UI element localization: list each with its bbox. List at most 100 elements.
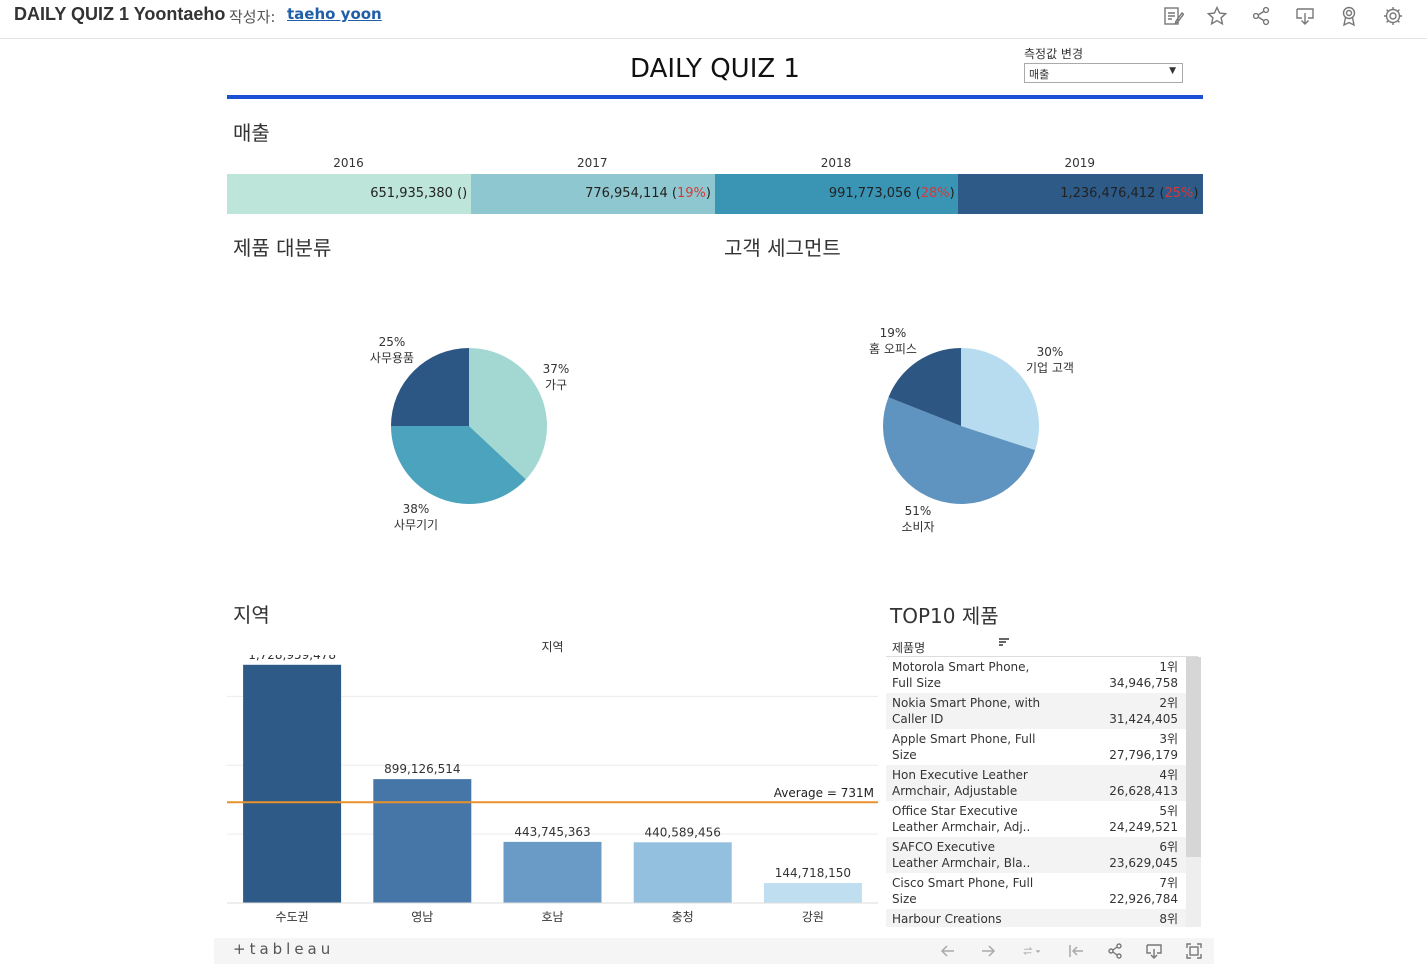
category-tick-label: 영남 [411,910,433,924]
pie-pct: 19% [879,326,907,340]
top10-row[interactable]: Harbour Creations 8위 [886,909,1186,927]
pie-pct: 38% [402,502,430,516]
top10-section-title: TOP10 제품 [890,604,999,628]
pie-slice[interactable] [961,348,1039,451]
top10-list: Motorola Smart Phone, Full Size 1위 34,946,… [886,657,1186,927]
workbook-header [0,0,1427,39]
product-name: Office Star Executive Leather Armchair, … [892,804,1031,834]
bar-value-label: 1,728,959,478 [248,655,336,662]
pie-slice[interactable] [391,426,526,505]
bar[interactable] [373,779,472,903]
bar-value-label: 443,745,363 [514,825,590,839]
badge-icon[interactable] [1336,4,1362,28]
product-rank: 3위 [1159,732,1178,746]
product-name: Harbour Creations [892,912,1002,926]
star-icon[interactable] [1204,4,1230,28]
product-rank: 8위 [1159,912,1178,926]
product-sales: 26,628,413 [1109,784,1178,798]
pie-name: 기업 고객 [1026,361,1074,375]
tableau-logo: +tableau [233,940,335,958]
undo-icon[interactable] [936,940,960,962]
year-sales-value: 776,954,114 ( [585,186,678,201]
segment-pie-chart [883,348,1039,505]
pie-slice[interactable] [469,348,547,480]
pie-name: 가구 [544,378,568,392]
download-icon[interactable] [1142,940,1166,962]
top10-row[interactable]: Motorola Smart Phone, Full Size 1위 34,946,… [886,657,1186,693]
year-sales-value: 991,773,056 ( [828,186,921,201]
category-pie-chart [391,348,547,505]
product-sales: 23,629,045 [1109,856,1178,870]
revert-all-icon[interactable] [1064,940,1088,962]
measure-dropdown[interactable]: 매출 ▼ [1024,63,1183,83]
revert-menu-icon[interactable] [1012,940,1052,962]
redo-icon[interactable] [976,940,1000,962]
year-sales-value: 651,935,380 ( [370,186,463,201]
bar[interactable] [243,664,342,903]
year-sales-cell[interactable]: 776,954,114 (19%) [470,174,715,214]
pie-slice[interactable] [391,348,469,426]
bar-value-label: 899,126,514 [384,762,460,776]
segment-label-home-office: 19% 홈 오피스 [864,325,922,357]
region-chart-title: 지역 [541,640,564,654]
segment-section-title: 고객 세그먼트 [724,236,841,260]
pie-pct: 30% [1036,345,1064,359]
product-rank: 6위 [1159,840,1178,854]
measure-label: 측정값 변경 [1024,47,1084,61]
measure-selected-value: 매출 [1029,68,1050,81]
year-growth-pct: 28% [920,186,950,201]
top10-row[interactable]: Office Star Executive Leather Armchair, … [886,801,1186,837]
category-tick-label: 강원 [802,910,824,924]
pie-name: 사무기기 [393,518,439,532]
workbook-title: DAILY QUIZ 1 Yoontaeho [14,4,226,24]
top10-row[interactable]: SAFCO Executive Leather Armchair, Bla.. 6… [886,837,1186,873]
sort-icon[interactable] [998,636,1010,652]
download-icon[interactable] [1292,4,1318,28]
bar[interactable] [633,842,732,903]
top10-scrollbar-thumb[interactable] [1186,657,1201,857]
top10-row[interactable]: Cisco Smart Phone, Full Size 7위 22,926,784 [886,873,1186,909]
pie-name: 사무용품 [369,351,415,365]
product-sales: 24,249,521 [1109,820,1178,834]
sales-section-title: 매출 [233,121,270,145]
year-label: 2018 [820,156,852,170]
year-sales-cell[interactable]: 991,773,056 (28%) [714,174,959,214]
product-name: Nokia Smart Phone, with Caller ID [892,696,1041,726]
product-rank: 5위 [1159,804,1178,818]
category-label-supplies: 25% 사무용품 [362,334,422,366]
product-name: Apple Smart Phone, Full Size [892,732,1036,762]
pie-slice[interactable] [883,397,1036,505]
year-sales-cell[interactable]: 1,236,476,412 (25%) [958,174,1203,214]
bar[interactable] [763,883,862,903]
region-section-title: 지역 [233,603,270,627]
bar[interactable] [503,841,602,903]
product-rank: 7위 [1159,876,1178,890]
fullscreen-icon[interactable] [1182,940,1206,962]
average-label: Average = 731M [774,786,874,800]
product-sales: 27,796,179 [1109,748,1178,762]
category-label-machines: 38% 사무기기 [385,501,447,533]
product-rank: 2위 [1159,696,1178,710]
year-sales-cell[interactable]: 651,935,380 () [227,174,472,214]
pie-pct: 37% [542,362,570,376]
pie-slice[interactable] [888,348,961,426]
product-name: Cisco Smart Phone, Full Size [892,876,1034,906]
tableau-toolbar [214,938,1214,964]
year-growth-pct: 19% [677,186,706,201]
year-label: 2019 [1064,156,1096,170]
chevron-down-icon: ▼ [1169,66,1176,76]
pie-pct: 51% [904,504,932,518]
top10-row[interactable]: Nokia Smart Phone, with Caller ID 2위 31,42… [886,693,1186,729]
segment-label-corporate: 30% 기업 고객 [1022,344,1078,376]
top10-row[interactable]: Hon Executive Leather Armchair, Adjustab… [886,765,1186,801]
edit-icon[interactable] [1160,4,1186,28]
pie-pct: 25% [378,335,406,349]
category-label-furniture: 37% 가구 [533,361,579,393]
top10-row[interactable]: Apple Smart Phone, Full Size 3위 27,796,179 [886,729,1186,765]
category-tick-label: 수도권 [276,910,309,924]
settings-icon[interactable] [1380,4,1406,28]
product-name-column-header: 제품명 [892,641,926,655]
share-icon[interactable] [1103,940,1127,962]
share-icon[interactable] [1248,4,1274,28]
author-link[interactable]: taeho yoon [287,5,382,23]
